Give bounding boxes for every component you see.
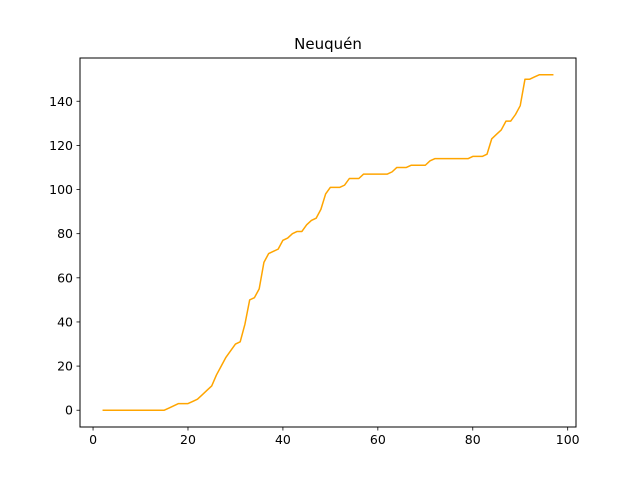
y-tick-label: 120 <box>49 138 73 153</box>
x-tick-label: 0 <box>89 432 97 447</box>
y-tick-label: 140 <box>49 94 73 109</box>
x-tick-label: 100 <box>556 432 580 447</box>
y-tick-label: 20 <box>57 359 73 374</box>
y-tick-label: 0 <box>65 403 73 418</box>
chart-title: Neuquén <box>294 35 362 53</box>
y-tick-label: 60 <box>57 270 73 285</box>
plot-area <box>102 74 554 411</box>
x-axis: 0 20 40 60 80 100 <box>89 427 580 447</box>
y-tick-label: 100 <box>49 182 73 197</box>
y-tick-label: 80 <box>57 226 73 241</box>
y-axis: 0 20 40 60 80 100 120 140 <box>49 94 80 418</box>
x-tick-label: 60 <box>370 432 386 447</box>
y-tick-label: 40 <box>57 314 73 329</box>
x-tick-label: 20 <box>180 432 196 447</box>
series-line-0 <box>102 74 554 411</box>
axes-frame <box>79 57 577 428</box>
x-tick-label: 80 <box>465 432 481 447</box>
x-tick-label: 40 <box>275 432 291 447</box>
